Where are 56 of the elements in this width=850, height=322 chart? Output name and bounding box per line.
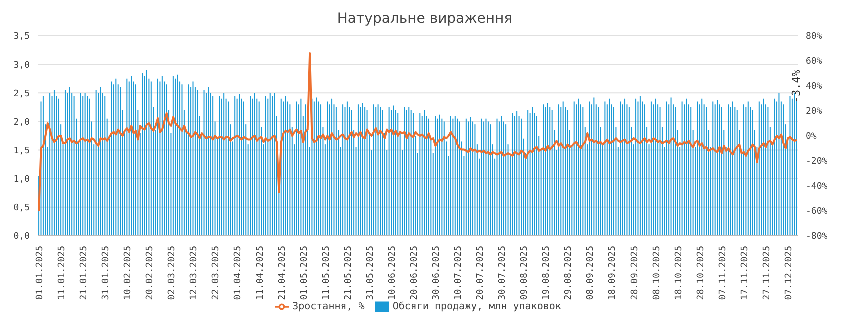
x-tick-label: 31.05.2025 xyxy=(366,246,376,300)
x-tick-label: 10.02.2025 xyxy=(124,246,134,300)
chart-title: Натуральне вираження xyxy=(336,10,514,29)
x-tick-label: 07.11.2025 xyxy=(718,246,728,300)
y2-tick-label: 80% xyxy=(806,32,823,42)
x-tick-label: 18.10.2025 xyxy=(674,246,684,300)
x-tick-label: 20.07.2025 xyxy=(476,246,486,300)
y2-tick-label: 40% xyxy=(806,82,823,92)
y2-tick-label: 0% xyxy=(806,132,818,142)
y2-tick-label: 60% xyxy=(806,57,823,68)
x-tick-label: 01.04.2025 xyxy=(234,246,244,300)
x-tick-label: 02.03.2025 xyxy=(168,246,178,300)
y-tick-label: 0,0 xyxy=(14,232,30,242)
y2-tick-label: -60% xyxy=(806,207,828,218)
y2-tick-label: -80% xyxy=(806,232,828,242)
x-tick-label: 29.08.2025 xyxy=(564,246,574,300)
y2-tick-label: 20% xyxy=(806,107,823,118)
x-tick-label: 21.05.2025 xyxy=(344,246,354,300)
y-tick-label: 2,5 xyxy=(14,89,30,100)
x-tick-label: 12.03.2025 xyxy=(190,246,200,300)
x-tick-label: 11.05.2025 xyxy=(322,246,332,300)
x-tick-label: 09.08.2025 xyxy=(520,246,530,300)
x-tick-label: 28.10.2025 xyxy=(696,246,706,300)
x-tick-label: 17.11.2025 xyxy=(740,246,750,300)
x-tick-label: 27.11.2025 xyxy=(762,246,772,300)
y-tick-label: 3,0 xyxy=(14,60,30,71)
y-tick-label: 3,5 xyxy=(14,32,30,42)
legend-label: Обсяги продажу, млн упаковок xyxy=(392,302,562,313)
x-tick-label: 30.06.2025 xyxy=(432,246,442,300)
x-tick-label: 20.02.2025 xyxy=(146,246,156,300)
x-tick-label: 19.08.2025 xyxy=(542,246,552,300)
x-tick-label: 10.06.2025 xyxy=(388,246,398,300)
y2-tick-label: -40% xyxy=(806,182,828,192)
y2-tick-label: -20% xyxy=(806,157,828,168)
y-tick-label: 1,5 xyxy=(14,146,30,156)
x-tick-label: 01.05.2025 xyxy=(300,246,310,300)
x-tick-label: 21.04.2025 xyxy=(278,246,288,300)
x-tick-label: 11.01.2025 xyxy=(58,246,68,300)
x-tick-label: 08.09.2025 xyxy=(586,246,596,300)
y-tick-label: 2,0 xyxy=(14,118,30,128)
x-tick-label: 20.06.2025 xyxy=(410,246,420,300)
x-tick-label: 30.07.2025 xyxy=(498,246,508,300)
y-tick-label: 0,5 xyxy=(14,204,30,214)
x-tick-label: 28.09.2025 xyxy=(630,246,640,300)
x-tick-label: 11.04.2025 xyxy=(256,246,266,300)
x-tick-label: 31.01.2025 xyxy=(102,246,112,300)
x-tick-label: 10.07.2025 xyxy=(454,246,464,300)
x-tick-label: 01.01.2025 xyxy=(35,246,46,300)
x-tick-label: 18.09.2025 xyxy=(608,246,618,300)
annotation: -3.4% xyxy=(790,70,803,104)
x-tick-label: 08.10.2025 xyxy=(652,246,662,300)
x-tick-label: 22.03.2025 xyxy=(212,246,222,300)
y-tick-label: 1,0 xyxy=(14,175,30,186)
legend-label: Зростання, % xyxy=(292,302,365,313)
x-tick-label: 21.01.2025 xyxy=(80,246,90,300)
x-tick-label: 07.12.2025 xyxy=(784,246,794,300)
